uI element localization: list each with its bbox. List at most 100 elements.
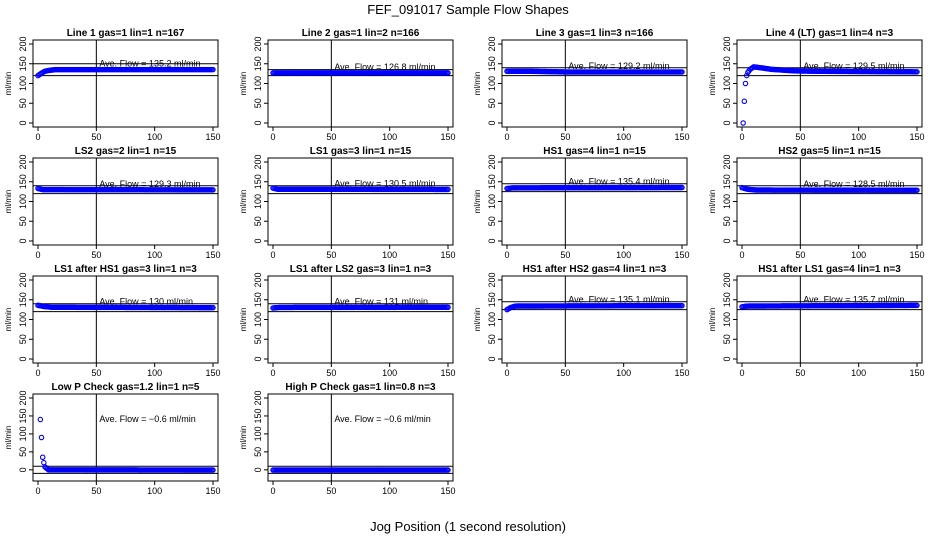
y-tick-label: 0: [722, 238, 732, 243]
y-axis-label: ml/min: [4, 190, 13, 214]
data-point: [210, 187, 216, 193]
panel-3: Line 3 gas=1 lin=3 n=166 0 50 100 150 0 50 100 1…: [473, 28, 690, 142]
data-point: [742, 80, 749, 87]
y-tick-label: 0: [18, 238, 28, 243]
y-tick-label: 100: [722, 194, 732, 209]
data-points: [270, 70, 451, 76]
x-tick-label: 0: [270, 486, 275, 496]
x-tick-label: 50: [560, 132, 570, 142]
x-tick-label: 100: [147, 132, 162, 142]
plot-frame: [32, 157, 219, 246]
y-tick-label: 100: [18, 426, 28, 441]
x-tick-label: 0: [739, 368, 744, 378]
mean-annotation: Ave. Flow = 130.5 ml/min: [334, 178, 435, 188]
x-tick-label: 150: [674, 132, 689, 142]
x-tick-label: 50: [91, 486, 101, 496]
y-axis-label: ml/min: [473, 308, 482, 332]
plot-frame: [267, 39, 454, 128]
y-tick-label: 50: [487, 216, 497, 226]
y-tick-label: 50: [487, 98, 497, 108]
x-tick-label: 100: [382, 368, 397, 378]
x-tick-label: 50: [326, 486, 336, 496]
plot-frame: [32, 275, 219, 364]
y-tick-label: 150: [18, 408, 28, 423]
y-tick-label: 150: [18, 174, 28, 189]
plot-frame: [501, 157, 688, 246]
y-tick-label: 150: [722, 292, 732, 307]
y-tick-label: 0: [487, 238, 497, 243]
y-axis-label: ml/min: [239, 190, 248, 214]
panels: Line 1 gas=1 lin=1 n=167 0 50 100 150 0 50 100 1…: [4, 28, 925, 496]
y-axis-label: ml/min: [4, 308, 13, 332]
plot-frame: [267, 393, 454, 482]
panel-title: Line 4 (LT) gas=1 lin=4 n=3: [766, 28, 894, 39]
figure-title: FEF_091017 Sample Flow Shapes: [367, 2, 569, 17]
x-tick-label: 100: [616, 368, 631, 378]
y-tick-label: 150: [18, 292, 28, 307]
x-tick-label: 50: [326, 368, 336, 378]
data-point: [39, 454, 46, 460]
data-point: [741, 98, 748, 105]
y-tick-label: 200: [18, 272, 28, 287]
data-points: [270, 467, 451, 473]
mean-annotation: Ave. Flow = 135.4 ml/min: [568, 177, 669, 187]
y-tick-label: 100: [253, 426, 263, 441]
x-tick-label: 150: [440, 486, 455, 496]
data-point: [210, 66, 216, 73]
x-tick-label: 100: [382, 132, 397, 142]
data-point: [679, 69, 685, 75]
x-tick-label: 0: [739, 250, 744, 260]
x-tick-label: 150: [205, 368, 220, 378]
data-points: [35, 66, 216, 79]
y-tick-label: 0: [487, 120, 497, 125]
panel-14: High P Check gas=1 lin=0.8 n=3 0 50 100 150 0…: [239, 382, 456, 496]
y-axis-label: ml/min: [4, 426, 13, 450]
y-tick-label: 200: [253, 154, 263, 169]
x-tick-label: 50: [91, 368, 101, 378]
y-tick-label: 50: [722, 334, 732, 344]
y-tick-label: 150: [253, 292, 263, 307]
y-tick-label: 150: [722, 174, 732, 189]
y-tick-label: 0: [722, 120, 732, 125]
data-points: [37, 416, 216, 473]
panel-1: Line 1 gas=1 lin=1 n=167 0 50 100 150 0 50 100 1…: [4, 28, 221, 142]
x-tick-label: 100: [147, 368, 162, 378]
panel-title: HS1 after LS1 gas=4 lin=1 n=3: [758, 264, 901, 275]
y-axis-label: ml/min: [708, 72, 717, 96]
y-tick-label: 200: [487, 154, 497, 169]
y-tick-label: 200: [18, 154, 28, 169]
x-tick-label: 100: [851, 132, 866, 142]
data-points: [35, 302, 216, 311]
mean-annotation: Ave. Flow = 135.1 ml/min: [568, 295, 669, 305]
x-tick-label: 150: [440, 250, 455, 260]
y-tick-label: 150: [253, 174, 263, 189]
data-points: [504, 184, 685, 192]
mean-annotation: Ave. Flow = 131 ml/min: [334, 296, 428, 306]
y-tick-label: 100: [253, 76, 263, 91]
y-tick-label: 50: [18, 334, 28, 344]
x-tick-label: 50: [91, 250, 101, 260]
x-tick-label: 0: [739, 132, 744, 142]
mean-annotation: Ave. Flow = −0.6 ml/min: [99, 414, 195, 424]
y-tick-label: 200: [722, 272, 732, 287]
mean-annotation: Ave. Flow = −0.6 ml/min: [334, 414, 430, 424]
mean-annotation: Ave. Flow = 130 ml/min: [99, 297, 193, 307]
data-points: [270, 304, 451, 311]
y-tick-label: 150: [722, 56, 732, 71]
panel-11: HS1 after HS2 gas=4 lin=1 n=3 0 50 100 150 0 5…: [473, 264, 690, 378]
y-tick-label: 0: [253, 238, 263, 243]
y-tick-label: 150: [487, 174, 497, 189]
y-tick-label: 200: [253, 36, 263, 51]
data-point: [445, 467, 451, 473]
y-tick-label: 100: [487, 312, 497, 327]
x-tick-label: 100: [382, 250, 397, 260]
y-tick-label: 100: [722, 312, 732, 327]
panel-13: Low P Check gas=1.2 lin=1 n=5 0 50 100 150 0 5…: [4, 382, 221, 496]
y-axis-label: ml/min: [473, 190, 482, 214]
x-tick-label: 50: [795, 250, 805, 260]
y-axis-label: ml/min: [239, 72, 248, 96]
panel-title: Low P Check gas=1.2 lin=1 n=5: [52, 382, 200, 393]
data-point: [445, 186, 451, 193]
panel-7: HS1 gas=4 lin=1 n=15 0 50 100 150 0 50 100 150 20…: [473, 146, 690, 260]
